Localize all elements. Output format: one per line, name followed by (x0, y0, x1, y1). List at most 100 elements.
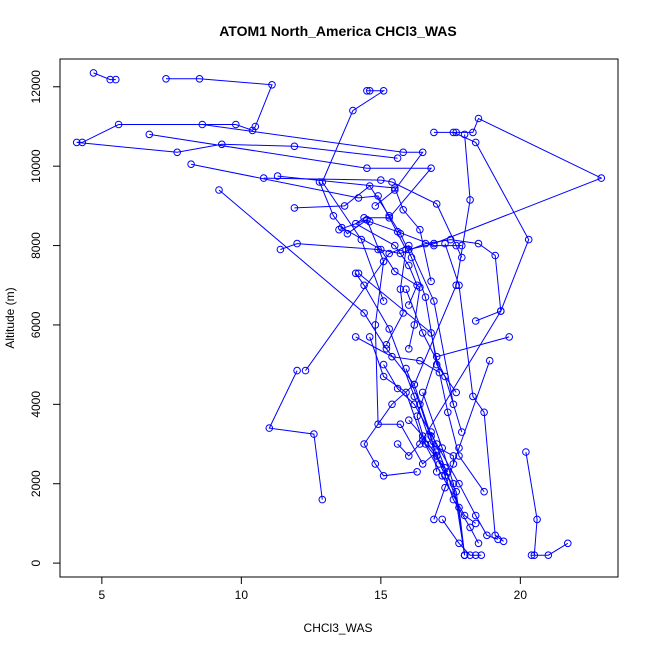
data-point (377, 176, 385, 184)
data-point (455, 444, 463, 452)
y-tick-label: 8000 (29, 232, 43, 259)
data-point (391, 241, 399, 250)
series-line (416, 336, 510, 473)
data-point (471, 317, 480, 325)
y-tick-label: 12000 (29, 70, 43, 104)
data-point (410, 400, 419, 409)
data-point (89, 69, 98, 77)
data-point (494, 535, 502, 544)
series-line (397, 131, 530, 457)
profile-series (522, 448, 572, 560)
data-point (416, 225, 424, 234)
x-tick-label: 5 (99, 588, 106, 602)
profile-series (265, 366, 327, 504)
data-point (72, 138, 81, 147)
profile-series (405, 114, 606, 254)
data-point (480, 408, 488, 417)
data-point (391, 184, 399, 192)
data-point (444, 408, 452, 417)
data-point (474, 539, 483, 548)
data-point (452, 388, 461, 397)
series-line (280, 239, 502, 322)
data-point (215, 186, 223, 194)
data-point (374, 420, 382, 429)
series-line (202, 124, 424, 207)
data-point (485, 356, 494, 365)
data-point (430, 297, 438, 305)
data-point (544, 551, 553, 560)
data-point (276, 245, 285, 254)
data-point (427, 277, 435, 286)
series-line (430, 431, 466, 556)
data-point (388, 178, 396, 186)
data-point (597, 174, 606, 182)
data-point (273, 172, 282, 180)
data-point (455, 281, 463, 290)
data-point (438, 444, 447, 452)
data-point (469, 392, 477, 401)
data-point (187, 160, 195, 168)
data-point (460, 551, 469, 560)
data-point (471, 138, 480, 147)
data-point (527, 551, 536, 560)
profile-series (427, 428, 469, 560)
data-point (385, 212, 394, 220)
profile-series (351, 269, 458, 468)
data-point (564, 539, 572, 548)
data-point (357, 235, 366, 244)
data-point (391, 186, 399, 194)
series-line (263, 177, 463, 258)
series-line (338, 219, 440, 465)
data-point (430, 241, 438, 250)
data-point (441, 372, 449, 381)
profile-series (338, 223, 424, 353)
data-point (402, 285, 410, 294)
data-point (471, 519, 480, 528)
data-point (466, 551, 474, 560)
series-line (405, 289, 463, 433)
data-point (365, 87, 374, 95)
series-line (218, 189, 438, 472)
profile-series (360, 130, 474, 480)
data-point (365, 182, 374, 190)
data-point (455, 479, 463, 488)
data-point (396, 249, 405, 258)
x-tick-label: 15 (374, 588, 388, 602)
data-point (162, 75, 170, 83)
data-point (360, 440, 368, 448)
data-point (363, 87, 371, 95)
data-point (379, 472, 388, 480)
data-point (396, 285, 405, 294)
data-point (198, 120, 207, 129)
profile-series (301, 241, 458, 409)
series-line (369, 336, 476, 524)
data-point (497, 307, 505, 315)
data-point (421, 293, 430, 302)
data-point (474, 239, 483, 248)
y-tick-label: 0 (29, 559, 43, 566)
series-line (408, 117, 603, 250)
data-point (293, 239, 301, 248)
data-point (416, 356, 424, 365)
y-tick-label: 2000 (29, 470, 43, 497)
data-point (371, 321, 380, 329)
series-line (355, 336, 440, 374)
data-point (248, 126, 257, 135)
data-point (418, 432, 427, 440)
profile-series (187, 160, 410, 349)
data-point (78, 138, 87, 147)
series-line (525, 451, 569, 556)
data-point (466, 523, 474, 532)
data-point (449, 460, 458, 468)
data-point (393, 227, 402, 236)
data-point (379, 257, 388, 266)
data-point (365, 333, 374, 341)
profile-series (405, 416, 483, 548)
series-line (76, 78, 398, 159)
series-line (191, 163, 407, 346)
data-point (522, 448, 530, 456)
data-point (106, 75, 114, 84)
profile-series (354, 269, 488, 496)
profile-series (413, 333, 514, 476)
profile-series (315, 178, 466, 250)
